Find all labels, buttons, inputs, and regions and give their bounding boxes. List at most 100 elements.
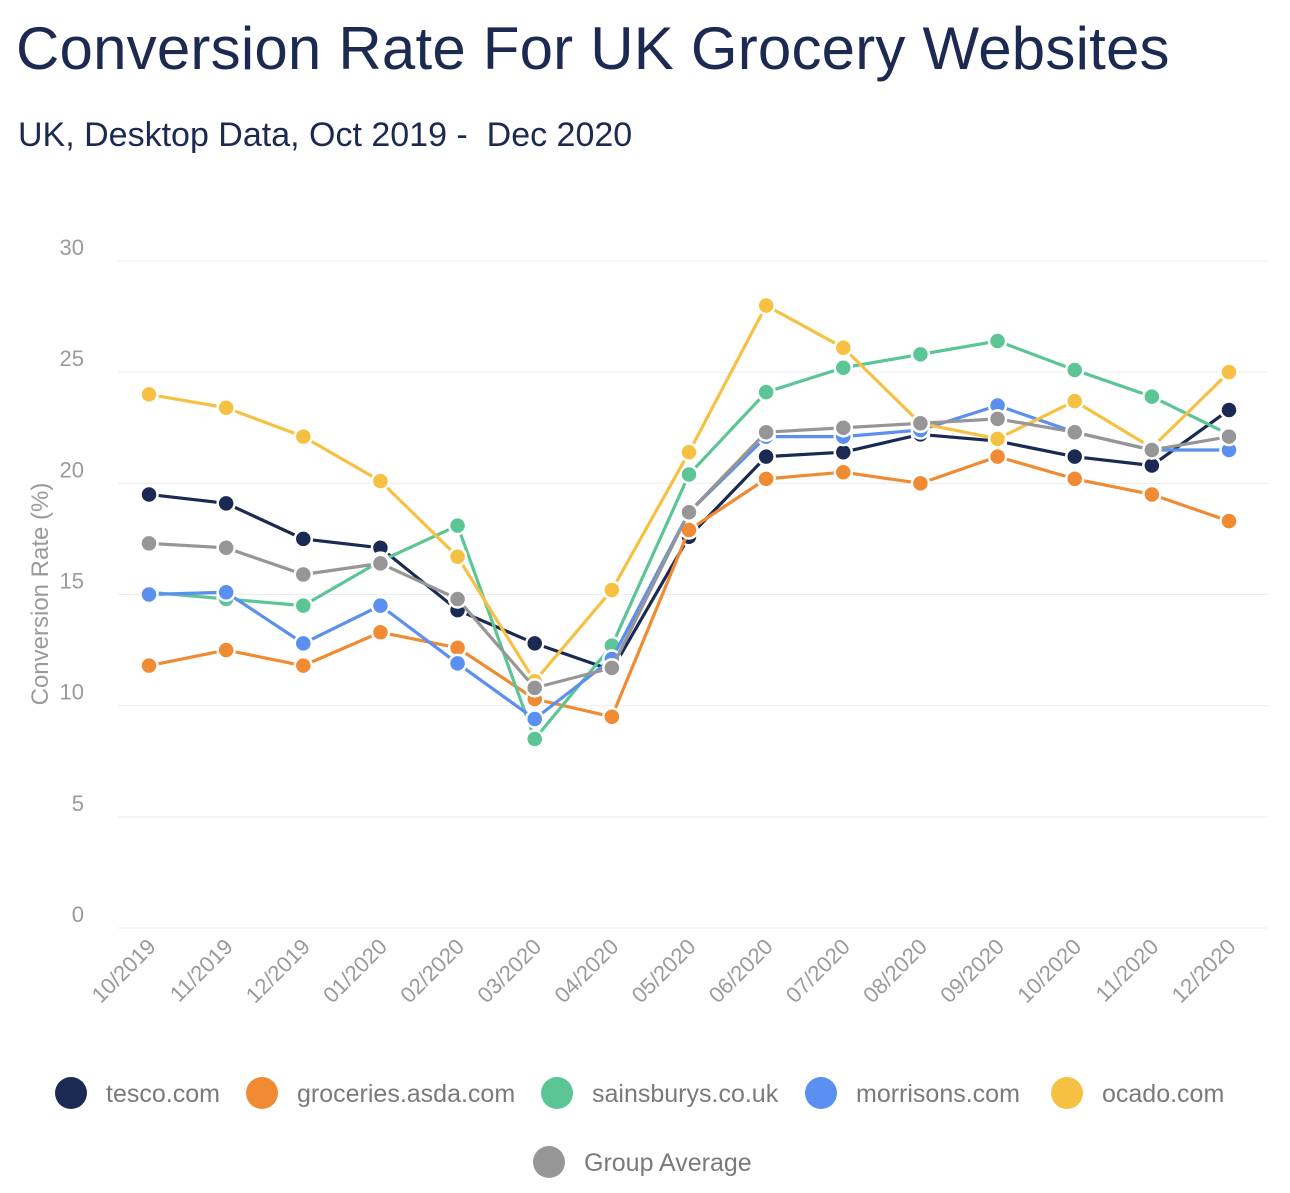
legend-item[interactable]: groceries.asda.com bbox=[246, 1077, 515, 1109]
legend-item[interactable]: ocado.com bbox=[1051, 1077, 1224, 1109]
x-tick-label: 03/2020 bbox=[472, 934, 546, 1008]
legend-item[interactable]: sainsburys.co.uk bbox=[541, 1077, 779, 1109]
data-point[interactable] bbox=[216, 538, 236, 558]
legend-item[interactable]: tesco.com bbox=[55, 1077, 220, 1109]
data-point[interactable] bbox=[216, 397, 236, 418]
data-point[interactable] bbox=[910, 344, 931, 365]
legend: tesco.com groceries.asda.com sainsburys.co… bbox=[55, 1077, 1224, 1178]
legend-label: ocado.com bbox=[1102, 1080, 1224, 1108]
x-tick-label: 12/2019 bbox=[241, 934, 315, 1008]
y-tick-label: 5 bbox=[72, 791, 84, 816]
data-point[interactable] bbox=[370, 595, 391, 616]
data-point[interactable] bbox=[987, 429, 1008, 449]
data-point[interactable] bbox=[756, 422, 776, 442]
data-point[interactable] bbox=[293, 426, 314, 447]
data-point[interactable] bbox=[987, 409, 1008, 429]
y-tick-label: 25 bbox=[60, 346, 84, 371]
x-tick-label: 08/2020 bbox=[858, 934, 932, 1008]
data-point[interactable] bbox=[1064, 446, 1085, 467]
data-point[interactable] bbox=[602, 580, 622, 600]
series-line bbox=[147, 455, 1231, 719]
x-tick-label: 11/2020 bbox=[1091, 934, 1164, 1007]
data-point[interactable] bbox=[447, 546, 468, 567]
data-point[interactable] bbox=[1064, 360, 1085, 380]
data-point[interactable] bbox=[216, 493, 236, 514]
data-point[interactable] bbox=[139, 384, 159, 405]
legend-item[interactable]: morrisons.com bbox=[805, 1077, 1020, 1109]
data-point[interactable] bbox=[1142, 440, 1162, 460]
legend-swatch bbox=[533, 1146, 565, 1178]
data-point[interactable] bbox=[602, 707, 622, 727]
legend-label: morrisons.com bbox=[856, 1080, 1020, 1108]
data-point[interactable] bbox=[293, 529, 314, 549]
series-line bbox=[147, 303, 1231, 683]
data-point[interactable] bbox=[370, 622, 391, 643]
data-point[interactable] bbox=[524, 729, 545, 749]
data-point[interactable] bbox=[1064, 469, 1085, 489]
x-tick-label: 10/2020 bbox=[1012, 934, 1086, 1008]
legend-label: tesco.com bbox=[106, 1080, 220, 1108]
data-point[interactable] bbox=[293, 564, 314, 585]
data-point[interactable] bbox=[216, 582, 236, 603]
y-tick-label: 20 bbox=[60, 457, 84, 482]
data-point[interactable] bbox=[756, 446, 776, 467]
data-point[interactable] bbox=[602, 658, 622, 678]
data-point[interactable] bbox=[293, 595, 314, 616]
legend-swatch bbox=[1051, 1077, 1083, 1109]
data-point[interactable] bbox=[679, 442, 699, 462]
data-point[interactable] bbox=[139, 484, 159, 505]
data-point[interactable] bbox=[987, 446, 1008, 467]
x-tick-label: 10/2019 bbox=[87, 934, 161, 1008]
data-point[interactable] bbox=[370, 471, 391, 491]
data-point[interactable] bbox=[756, 469, 776, 489]
legend-label: groceries.asda.com bbox=[297, 1080, 515, 1108]
data-point[interactable] bbox=[1219, 511, 1239, 531]
data-point[interactable] bbox=[447, 515, 468, 536]
data-point[interactable] bbox=[833, 418, 854, 438]
data-point[interactable] bbox=[524, 678, 545, 698]
series-1 bbox=[139, 446, 1239, 727]
legend-item[interactable]: Group Average bbox=[533, 1146, 752, 1178]
data-point[interactable] bbox=[447, 653, 468, 674]
data-point[interactable] bbox=[910, 473, 931, 494]
data-point[interactable] bbox=[756, 382, 776, 402]
data-point[interactable] bbox=[987, 331, 1008, 351]
data-point[interactable] bbox=[833, 357, 854, 378]
data-point[interactable] bbox=[679, 502, 699, 522]
data-point[interactable] bbox=[1142, 386, 1162, 407]
y-axis-title: Conversion Rate (%) bbox=[27, 483, 54, 706]
data-point[interactable] bbox=[370, 553, 391, 574]
data-point[interactable] bbox=[1064, 422, 1085, 442]
y-tick-label: 0 bbox=[72, 902, 84, 927]
x-tick-label: 05/2020 bbox=[627, 934, 701, 1008]
x-tick-label: 06/2020 bbox=[704, 934, 778, 1008]
data-point[interactable] bbox=[1142, 484, 1162, 505]
data-point[interactable] bbox=[679, 464, 699, 485]
data-point[interactable] bbox=[524, 709, 545, 729]
chart-title: Conversion Rate For UK Grocery Websites bbox=[16, 15, 1170, 82]
x-tick-label: 12/2020 bbox=[1167, 934, 1241, 1008]
data-point[interactable] bbox=[447, 589, 468, 609]
x-tick-label: 11/2019 bbox=[165, 934, 238, 1007]
data-point[interactable] bbox=[216, 640, 236, 660]
data-point[interactable] bbox=[524, 633, 545, 654]
data-point[interactable] bbox=[910, 413, 931, 434]
data-point[interactable] bbox=[833, 462, 854, 482]
series-layer bbox=[139, 295, 1239, 749]
y-axis-ticks: 0 5 10 15 20 25 30 bbox=[60, 235, 84, 927]
data-point[interactable] bbox=[1219, 400, 1239, 420]
data-point[interactable] bbox=[293, 655, 314, 676]
data-point[interactable] bbox=[833, 337, 854, 358]
data-point[interactable] bbox=[1064, 391, 1085, 411]
data-point[interactable] bbox=[1219, 362, 1239, 382]
data-point[interactable] bbox=[139, 584, 159, 605]
data-point[interactable] bbox=[1219, 426, 1239, 447]
series-4 bbox=[139, 295, 1239, 691]
data-point[interactable] bbox=[139, 655, 159, 676]
data-point[interactable] bbox=[139, 533, 159, 554]
data-point[interactable] bbox=[756, 295, 776, 316]
data-point[interactable] bbox=[293, 633, 314, 654]
legend-label: sainsburys.co.uk bbox=[592, 1080, 779, 1108]
x-tick-label: 07/2020 bbox=[781, 934, 855, 1008]
